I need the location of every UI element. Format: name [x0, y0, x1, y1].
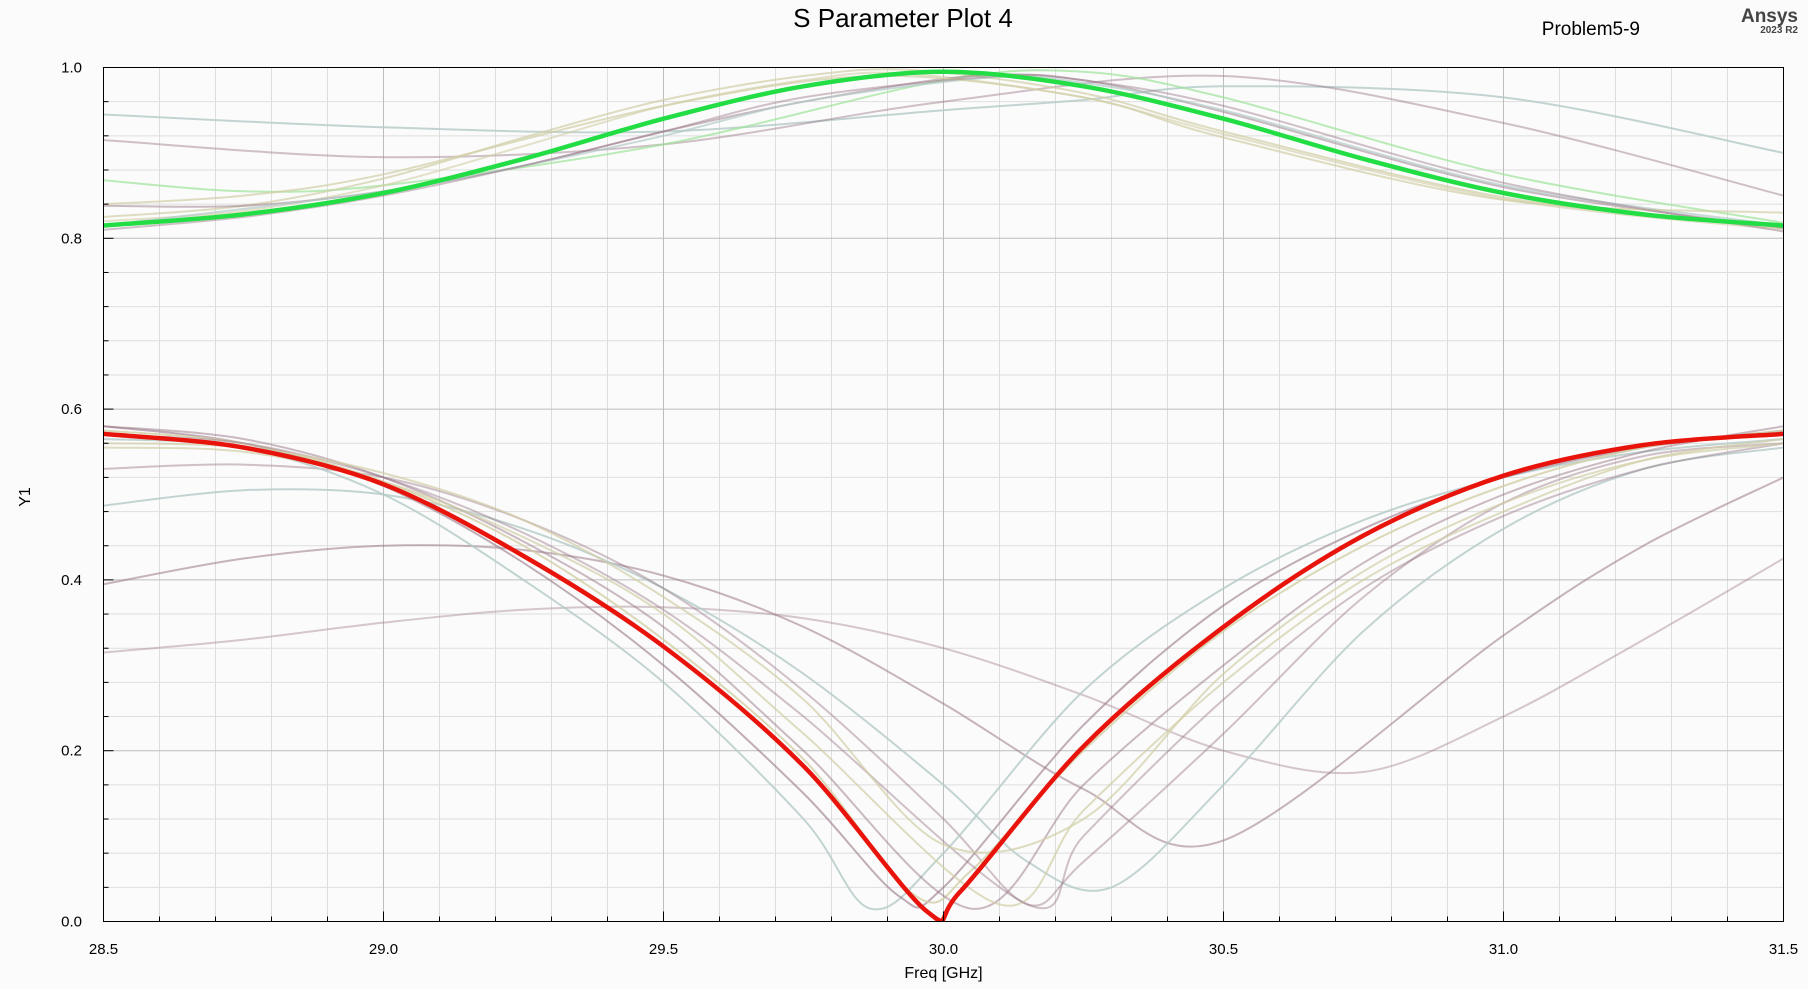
- series-line-reflection: [103, 431, 1784, 922]
- series-line-sweep: [103, 85, 1784, 154]
- x-axis-label: Freq [GHz]: [904, 965, 982, 982]
- y-tick-label: 0.8: [61, 230, 82, 247]
- series-line-transmission: [103, 69, 1784, 228]
- y-tick-labels: 0.0 0.2 0.4 0.6 0.8 1.0: [61, 60, 82, 931]
- tick-marks: [103, 67, 1784, 922]
- ansys-version: 2023 R2: [1760, 25, 1798, 36]
- y-tick-label: 0.4: [61, 572, 82, 589]
- series-layer: [103, 68, 1784, 922]
- y-axis-label: Y1: [17, 487, 34, 507]
- series-line-sweep: [103, 68, 1784, 230]
- x-tick-label: 30.0: [929, 941, 958, 958]
- chart-title: S Parameter Plot 4: [793, 3, 1013, 33]
- series-line-sweep: [103, 74, 1784, 197]
- series-line-sweep: [103, 442, 1784, 854]
- series-line-sweep: [103, 71, 1784, 231]
- series-line-sweep: [103, 476, 1784, 848]
- series-line-sweep: [103, 69, 1784, 224]
- x-tick-label: 30.5: [1209, 941, 1238, 958]
- ansys-logo: Ansys: [1741, 6, 1798, 27]
- x-tick-label: 29.0: [369, 941, 398, 958]
- series-line-sweep: [103, 425, 1784, 910]
- y-tick-label: 0.2: [61, 743, 82, 760]
- series-line-sweep: [103, 442, 1784, 907]
- series-line-sweep: [103, 557, 1784, 775]
- series-line-sweep: [103, 74, 1784, 214]
- series-line-sweep: [103, 73, 1784, 233]
- y-tick-label: 0.0: [61, 914, 82, 931]
- y-tick-label: 0.6: [61, 401, 82, 418]
- series-line-sweep: [103, 433, 1784, 910]
- x-tick-labels: 28.5 29.0 29.5 30.0 30.5 31.0 31.5: [89, 941, 1798, 958]
- x-tick-label: 29.5: [649, 941, 678, 958]
- y-tick-label: 1.0: [61, 60, 82, 77]
- series-line-sweep: [103, 438, 1784, 907]
- x-tick-label: 28.5: [89, 941, 118, 958]
- project-name: Problem5-9: [1542, 19, 1640, 40]
- series-line-sweep: [103, 429, 1784, 904]
- x-tick-label: 31.0: [1489, 941, 1518, 958]
- x-tick-label: 31.5: [1769, 941, 1798, 958]
